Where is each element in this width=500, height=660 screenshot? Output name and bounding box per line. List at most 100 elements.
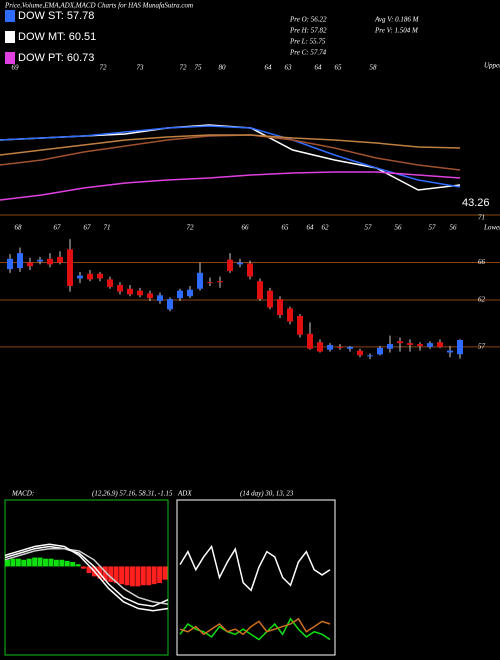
price-label: 63	[285, 64, 293, 72]
adx-line	[179, 544, 331, 592]
candle-body	[447, 350, 453, 353]
price-label: 80	[219, 64, 227, 72]
panel-label: MACD:	[11, 490, 34, 498]
legend-label: DOW MT: 60.51	[18, 31, 96, 43]
legend-swatch	[5, 10, 15, 22]
candle-body	[367, 355, 373, 357]
y-tick-label: 66	[478, 258, 486, 266]
candle-body	[347, 346, 353, 349]
stat: Pre C: 57.74	[289, 49, 327, 57]
candle-body	[87, 273, 93, 280]
candle-body	[277, 299, 283, 315]
histogram-bar	[70, 562, 76, 567]
price-label: 58	[370, 64, 378, 72]
ema-line	[0, 134, 461, 171]
candle-body	[457, 339, 463, 355]
candle-body	[257, 281, 263, 300]
stat: Pre H: 57.82	[289, 27, 327, 35]
histogram-bar	[146, 566, 152, 586]
candle-body	[37, 259, 43, 262]
histogram-bar	[119, 566, 125, 585]
price-label: 73	[137, 64, 145, 72]
candle-body	[137, 290, 143, 296]
candle-body	[217, 281, 223, 283]
macd-line	[4, 545, 169, 608]
histogram-bar	[21, 559, 27, 567]
candle-body	[67, 249, 73, 286]
panel-params: (14 day) 30, 13, 23	[240, 490, 294, 498]
candle-body	[57, 256, 63, 263]
candle-body	[107, 279, 113, 287]
candle-body	[307, 333, 313, 349]
candle-body	[147, 293, 153, 299]
histogram-bar	[15, 558, 21, 567]
histogram-bar	[59, 559, 65, 567]
candle-body	[377, 347, 383, 355]
price-label: 67	[54, 224, 62, 232]
histogram-bar	[113, 566, 119, 584]
price-label: 67	[84, 224, 92, 232]
price-label: 69	[12, 64, 20, 72]
panel-label: ADX	[177, 490, 192, 498]
price-label: 57	[365, 224, 373, 232]
histogram-bar	[157, 566, 163, 584]
upper-label: Upper	[484, 62, 500, 70]
candle-body	[407, 343, 413, 345]
candle-body	[327, 345, 333, 350]
last-value: 43.26	[462, 197, 490, 209]
candle-body	[267, 290, 273, 308]
candle-body	[207, 282, 213, 284]
candle-body	[287, 308, 293, 322]
price-label: 62	[322, 224, 330, 232]
adx-line	[179, 617, 331, 641]
price-label: 65	[335, 64, 343, 72]
candle-body	[237, 262, 243, 265]
histogram-bar	[43, 558, 48, 567]
price-label: 56	[450, 224, 458, 232]
price-label: 64	[315, 64, 323, 72]
candle-body	[97, 273, 103, 279]
title: Price,Volume,EMA,ADX,MACD Charts for HAS…	[4, 2, 193, 10]
legend-swatch	[5, 52, 15, 64]
legend-swatch	[5, 31, 15, 43]
panel-params: (12,26,9) 57.16, 58.31, -1.15	[92, 490, 173, 498]
price-label: 68	[15, 224, 23, 232]
candle-body	[157, 295, 163, 301]
candle-body	[27, 262, 33, 267]
price-label: 64	[265, 64, 273, 72]
candle-body	[17, 253, 23, 269]
histogram-bar	[26, 558, 32, 567]
candle-body	[197, 272, 203, 289]
histogram-bar	[81, 566, 86, 569]
stat: Pre O: 56.22	[289, 16, 327, 24]
candle-body	[47, 258, 53, 265]
ema-line	[0, 134, 461, 156]
histogram-bar	[48, 558, 54, 567]
price-label: 71	[104, 224, 111, 232]
histogram-bar	[64, 560, 70, 567]
price-label: 66	[242, 224, 250, 232]
macd-line	[4, 547, 169, 605]
y-tick-label: 57	[478, 342, 486, 350]
price-label: 56	[395, 224, 403, 232]
histogram-bar	[162, 566, 168, 580]
ema-line	[0, 125, 461, 188]
candle-body	[427, 343, 433, 347]
candle-body	[337, 346, 343, 348]
candle-body	[187, 289, 193, 297]
histogram-bar	[53, 559, 59, 567]
candle-body	[127, 288, 133, 295]
histogram-bar	[10, 558, 16, 567]
candle-body	[317, 342, 323, 352]
price-label: 64	[307, 224, 315, 232]
histogram-bar	[108, 566, 114, 582]
histogram-bar	[135, 566, 141, 587]
value-label: 71	[478, 214, 485, 222]
candle-body	[437, 342, 443, 347]
histogram-bar	[102, 566, 108, 581]
candle-body	[297, 315, 303, 335]
histogram-bar	[151, 566, 157, 585]
histogram-bar	[86, 566, 92, 574]
